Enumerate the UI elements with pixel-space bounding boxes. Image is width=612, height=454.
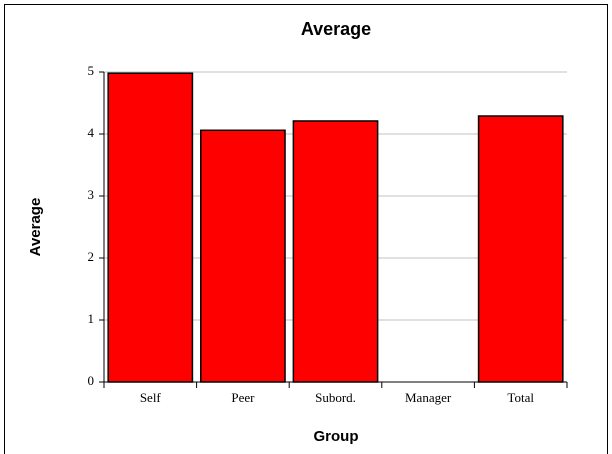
y-tick-label: 0 [88, 373, 95, 388]
x-tick-label: Subord. [315, 390, 356, 405]
bar [200, 129, 286, 383]
y-axis-label: Average [27, 198, 44, 257]
bar [292, 120, 379, 383]
bar [477, 115, 564, 383]
x-tick-label: Self [140, 390, 162, 405]
chart-title: Average [301, 19, 371, 39]
x-tick-label: Total [507, 390, 534, 405]
y-tick-label: 4 [88, 125, 95, 140]
x-tick-label: Peer [231, 390, 255, 405]
x-tick-label: Manager [405, 390, 452, 405]
y-tick-label: 5 [88, 63, 95, 78]
bar [107, 72, 194, 383]
y-tick-label: 3 [88, 187, 95, 202]
x-axis-label: Group [314, 428, 359, 445]
y-tick-label: 2 [88, 249, 95, 264]
y-tick-label: 1 [88, 311, 95, 326]
